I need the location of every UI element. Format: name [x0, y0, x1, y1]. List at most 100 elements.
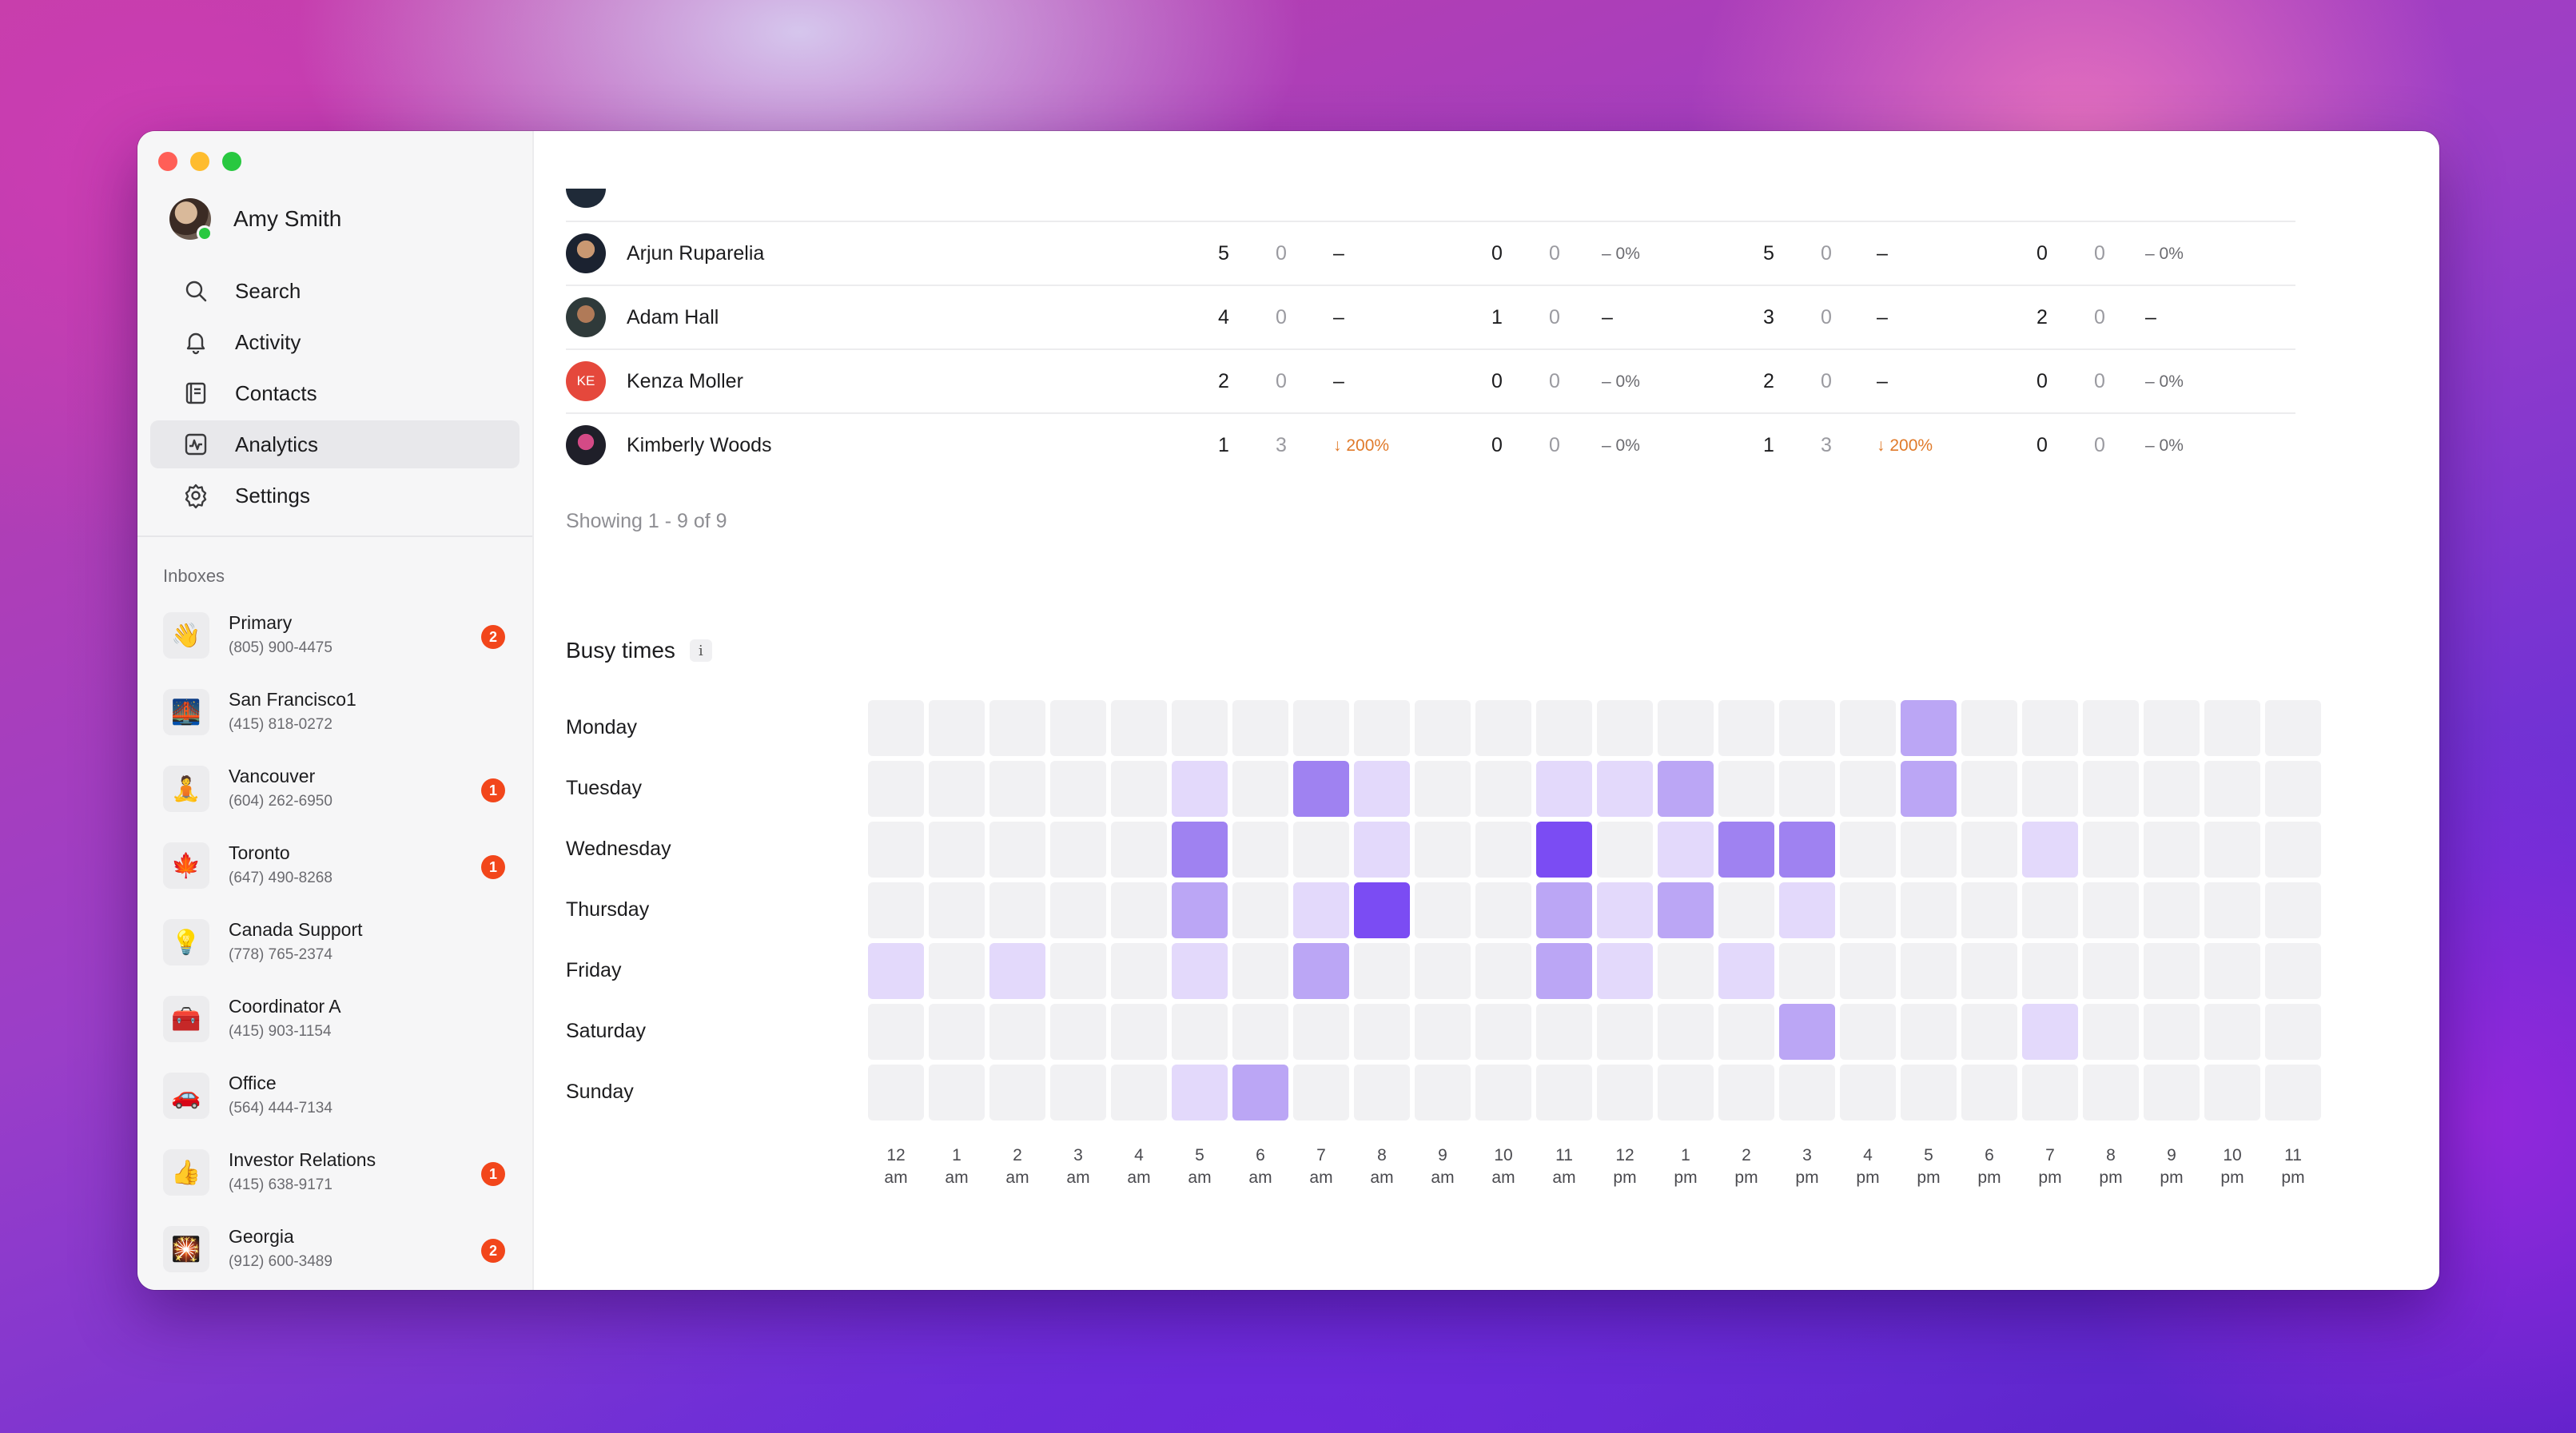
- heatmap-cell[interactable]: [1840, 700, 1896, 756]
- heatmap-cell[interactable]: [1172, 943, 1228, 999]
- heatmap-cell[interactable]: [1415, 822, 1471, 878]
- heatmap-cell[interactable]: [1961, 1065, 2017, 1121]
- heatmap-cell[interactable]: [1961, 1004, 2017, 1060]
- nav-item-search[interactable]: Search: [150, 267, 520, 315]
- heatmap-cell[interactable]: [868, 1004, 924, 1060]
- heatmap-cell[interactable]: [1172, 882, 1228, 938]
- heatmap-cell[interactable]: [2204, 1065, 2260, 1121]
- heatmap-cell[interactable]: [2022, 1004, 2078, 1060]
- heatmap-cell[interactable]: [1901, 1004, 1957, 1060]
- heatmap-cell[interactable]: [1293, 882, 1349, 938]
- heatmap-cell[interactable]: [2204, 822, 2260, 878]
- heatmap-cell[interactable]: [1111, 943, 1167, 999]
- heatmap-cell[interactable]: [1050, 761, 1106, 817]
- heatmap-cell[interactable]: [1779, 761, 1835, 817]
- heatmap-cell[interactable]: [1597, 822, 1653, 878]
- heatmap-cell[interactable]: [1840, 1065, 1896, 1121]
- heatmap-cell[interactable]: [989, 1004, 1045, 1060]
- heatmap-cell[interactable]: [1415, 943, 1471, 999]
- heatmap-cell[interactable]: [1840, 761, 1896, 817]
- heatmap-cell[interactable]: [1111, 1065, 1167, 1121]
- close-window-button[interactable]: [158, 152, 177, 171]
- heatmap-cell[interactable]: [1536, 700, 1592, 756]
- heatmap-cell[interactable]: [1658, 882, 1714, 938]
- heatmap-cell[interactable]: [1718, 700, 1774, 756]
- heatmap-cell[interactable]: [1840, 943, 1896, 999]
- heatmap-cell[interactable]: [868, 700, 924, 756]
- heatmap-cell[interactable]: [2083, 761, 2139, 817]
- heatmap-cell[interactable]: [1293, 1004, 1349, 1060]
- heatmap-cell[interactable]: [1840, 822, 1896, 878]
- heatmap-cell[interactable]: [2265, 943, 2321, 999]
- heatmap-cell[interactable]: [868, 882, 924, 938]
- heatmap-cell[interactable]: [1961, 882, 2017, 938]
- heatmap-cell[interactable]: [1050, 1004, 1106, 1060]
- table-row[interactable]: Adam Hall 4 0 – 1 0 – 3 0 – 2 0 –: [566, 286, 2295, 350]
- heatmap-cell[interactable]: [1050, 943, 1106, 999]
- heatmap-cell[interactable]: [2022, 943, 2078, 999]
- heatmap-cell[interactable]: [1901, 882, 1957, 938]
- heatmap-cell[interactable]: [1901, 822, 1957, 878]
- heatmap-cell[interactable]: [1536, 943, 1592, 999]
- heatmap-cell[interactable]: [1961, 761, 2017, 817]
- heatmap-cell[interactable]: [1172, 1065, 1228, 1121]
- heatmap-cell[interactable]: [1658, 700, 1714, 756]
- heatmap-cell[interactable]: [989, 700, 1045, 756]
- heatmap-cell[interactable]: [1718, 943, 1774, 999]
- heatmap-cell[interactable]: [929, 822, 985, 878]
- heatmap-cell[interactable]: [2144, 700, 2200, 756]
- heatmap-cell[interactable]: [1901, 1065, 1957, 1121]
- heatmap-cell[interactable]: [1840, 882, 1896, 938]
- heatmap-cell[interactable]: [1111, 1004, 1167, 1060]
- heatmap-cell[interactable]: [1536, 882, 1592, 938]
- heatmap-cell[interactable]: [929, 700, 985, 756]
- heatmap-cell[interactable]: [1293, 822, 1349, 878]
- heatmap-cell[interactable]: [1172, 700, 1228, 756]
- heatmap-cell[interactable]: [2265, 700, 2321, 756]
- heatmap-cell[interactable]: [2204, 1004, 2260, 1060]
- heatmap-cell[interactable]: [1658, 822, 1714, 878]
- heatmap-cell[interactable]: [2265, 822, 2321, 878]
- heatmap-cell[interactable]: [1415, 761, 1471, 817]
- heatmap-cell[interactable]: [1354, 882, 1410, 938]
- inbox-item-san-francisco1[interactable]: 🌉 San Francisco1 (415) 818-0272: [137, 679, 532, 756]
- nav-item-contacts[interactable]: Contacts: [150, 369, 520, 417]
- heatmap-cell[interactable]: [1536, 822, 1592, 878]
- heatmap-cell[interactable]: [868, 1065, 924, 1121]
- heatmap-cell[interactable]: [1658, 1004, 1714, 1060]
- inbox-item-office[interactable]: 🚗 Office (564) 444-7134: [137, 1063, 532, 1140]
- heatmap-cell[interactable]: [1658, 1065, 1714, 1121]
- heatmap-cell[interactable]: [1475, 700, 1531, 756]
- heatmap-cell[interactable]: [929, 1065, 985, 1121]
- heatmap-cell[interactable]: [1779, 1065, 1835, 1121]
- heatmap-cell[interactable]: [1961, 943, 2017, 999]
- table-row[interactable]: KE Kenza Moller 2 0 – 0 0 – 0% 2 0 – 0 0…: [566, 350, 2295, 414]
- heatmap-cell[interactable]: [929, 761, 985, 817]
- heatmap-cell[interactable]: [1475, 761, 1531, 817]
- heatmap-cell[interactable]: [1354, 700, 1410, 756]
- inbox-item-vancouver[interactable]: 🧘 Vancouver (604) 262-6950 1: [137, 756, 532, 833]
- heatmap-cell[interactable]: [2083, 943, 2139, 999]
- heatmap-cell[interactable]: [2083, 882, 2139, 938]
- heatmap-cell[interactable]: [1293, 943, 1349, 999]
- heatmap-cell[interactable]: [1597, 1004, 1653, 1060]
- heatmap-cell[interactable]: [2144, 943, 2200, 999]
- heatmap-cell[interactable]: [1718, 761, 1774, 817]
- heatmap-cell[interactable]: [1293, 761, 1349, 817]
- inbox-item-primary[interactable]: 👋 Primary (805) 900-4475 2: [137, 603, 532, 679]
- info-icon[interactable]: i: [689, 639, 712, 662]
- table-row[interactable]: Kimberly Woods 1 3 ↓ 200% 0 0 – 0% 1 3 ↓…: [566, 414, 2295, 476]
- heatmap-cell[interactable]: [1111, 882, 1167, 938]
- inbox-item-georgia[interactable]: 🎇 Georgia (912) 600-3489 2: [137, 1216, 532, 1290]
- heatmap-cell[interactable]: [2083, 822, 2139, 878]
- heatmap-cell[interactable]: [1597, 1065, 1653, 1121]
- heatmap-cell[interactable]: [2083, 1004, 2139, 1060]
- heatmap-cell[interactable]: [1415, 1004, 1471, 1060]
- minimize-window-button[interactable]: [190, 152, 209, 171]
- heatmap-cell[interactable]: [1718, 1004, 1774, 1060]
- heatmap-cell[interactable]: [1050, 700, 1106, 756]
- heatmap-cell[interactable]: [1415, 1065, 1471, 1121]
- heatmap-cell[interactable]: [1901, 700, 1957, 756]
- heatmap-cell[interactable]: [1232, 822, 1288, 878]
- heatmap-cell[interactable]: [1475, 1004, 1531, 1060]
